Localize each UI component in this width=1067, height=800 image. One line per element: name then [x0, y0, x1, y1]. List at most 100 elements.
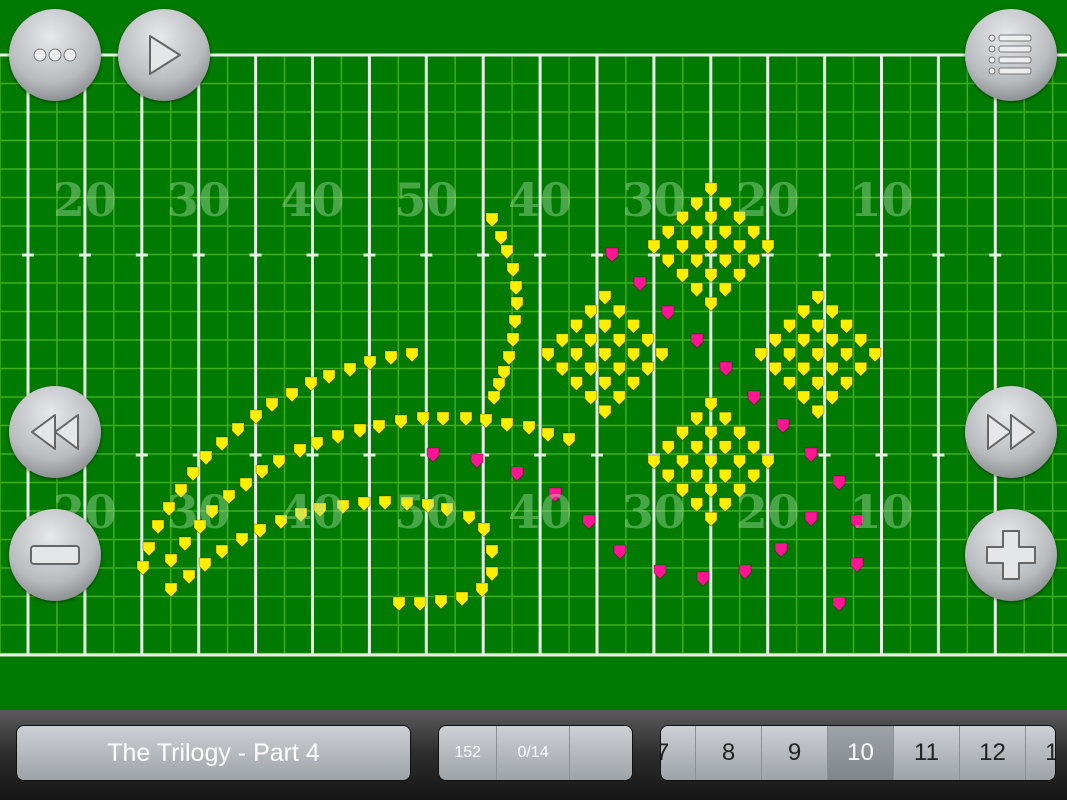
highlighted-marker: [774, 542, 788, 558]
highlighted-marker: [696, 571, 710, 587]
performer-marker: [310, 436, 324, 452]
performer-marker: [164, 553, 178, 569]
performer-marker: [584, 333, 598, 349]
performer-marker: [477, 522, 491, 538]
zoom-out-button[interactable]: [9, 509, 101, 601]
performer-marker: [479, 413, 493, 429]
performer-marker: [718, 253, 732, 269]
page-picker[interactable]: 78910111213: [660, 725, 1056, 781]
page-7[interactable]: 7: [661, 726, 696, 780]
performer-marker: [690, 440, 704, 456]
performer-count: 152: [439, 726, 498, 780]
zoom-in-button[interactable]: [965, 509, 1057, 601]
highlighted-marker: [690, 333, 704, 349]
yard-number: 30: [621, 485, 686, 539]
performer-marker: [142, 541, 156, 557]
rewind-button[interactable]: [9, 386, 101, 478]
performer-marker: [840, 347, 853, 363]
performer-marker: [231, 422, 245, 438]
yard-number: 20: [52, 173, 117, 227]
football-field[interactable]: 20 30 40 50 40 30 20 10 20 30 40 50 40 30 20 10: [0, 0, 1067, 712]
performer-marker: [421, 498, 435, 514]
performer-marker: [570, 376, 583, 392]
play-icon: [149, 35, 181, 75]
performer-marker: [274, 514, 288, 530]
performer-marker: [598, 319, 612, 334]
performer-marker: [704, 268, 718, 284]
highlighted-marker: [661, 305, 675, 321]
highlighted-marker: [747, 390, 761, 406]
performer-marker: [718, 440, 732, 456]
performer-marker: [661, 253, 675, 269]
performer-marker: [199, 450, 213, 466]
performer-marker: [322, 369, 336, 385]
performer-marker: [733, 426, 746, 441]
rewind-icon: [31, 414, 79, 450]
yard-number: 40: [280, 485, 345, 539]
performer-marker: [598, 290, 612, 306]
performer-marker: [690, 282, 704, 298]
performer-marker: [215, 544, 229, 560]
play-button[interactable]: [118, 9, 210, 101]
highlighted-marker: [804, 511, 818, 527]
performer-marker: [733, 454, 746, 470]
performer-marker: [783, 347, 796, 363]
performer-marker: [555, 333, 569, 349]
performer-marker: [661, 468, 675, 484]
page-12[interactable]: 12: [960, 726, 1026, 780]
performer-marker: [285, 387, 299, 403]
performer-marker: [811, 347, 825, 363]
yard-number: 30: [166, 485, 231, 539]
performer-marker: [676, 211, 689, 226]
performer-marker: [584, 361, 598, 377]
performer-marker: [733, 268, 746, 284]
performer-marker: [313, 502, 327, 518]
performer-marker: [182, 569, 196, 585]
performer-marker: [304, 376, 318, 392]
performer-marker: [704, 182, 718, 198]
highlighted-marker: [426, 447, 440, 463]
list-button[interactable]: [965, 9, 1057, 101]
performer-marker: [235, 532, 249, 548]
performer-marker: [641, 361, 655, 377]
yard-number: 30: [166, 173, 231, 227]
yard-number: 40: [280, 173, 345, 227]
performer-marker: [459, 411, 473, 427]
more-button[interactable]: [9, 9, 101, 101]
performer-marker: [627, 376, 640, 392]
highlighted-marker: [633, 276, 647, 292]
performer-marker: [690, 225, 704, 241]
plus-icon: [986, 530, 1036, 580]
performer-marker: [508, 314, 522, 330]
performer-marker: [434, 594, 448, 610]
yard-number: 10: [849, 485, 914, 539]
fast-forward-button[interactable]: [965, 386, 1057, 478]
page-11[interactable]: 11: [894, 726, 960, 780]
performer-marker: [215, 436, 229, 452]
performer-marker: [363, 355, 377, 371]
page-8[interactable]: 8: [696, 726, 762, 780]
page-13[interactable]: 13: [1026, 726, 1055, 780]
counter-blank-cell[interactable]: [570, 726, 632, 780]
performer-marker: [455, 591, 469, 607]
performer-marker: [718, 411, 732, 427]
performer-marker: [661, 225, 675, 241]
performer-marker: [797, 361, 811, 377]
fast-forward-icon: [987, 414, 1035, 450]
bottom-toolbar: The Trilogy - Part 4 152 0/14 7891011121…: [0, 710, 1067, 800]
performer-marker: [627, 347, 640, 363]
performer-marker: [690, 497, 704, 513]
performer-marker: [506, 262, 520, 278]
highlighted-marker: [548, 487, 562, 503]
performer-marker: [249, 409, 263, 425]
yard-number: 20: [735, 173, 800, 227]
page-9[interactable]: 9: [762, 726, 828, 780]
performer-marker: [510, 296, 524, 312]
performer-marker: [747, 225, 761, 241]
performer-marker: [718, 497, 732, 513]
highlighted-marker: [719, 361, 733, 377]
show-title-button[interactable]: The Trilogy - Part 4: [16, 725, 411, 781]
performer-marker: [690, 411, 704, 427]
performer-marker: [647, 239, 661, 255]
page-10[interactable]: 10: [828, 726, 894, 780]
